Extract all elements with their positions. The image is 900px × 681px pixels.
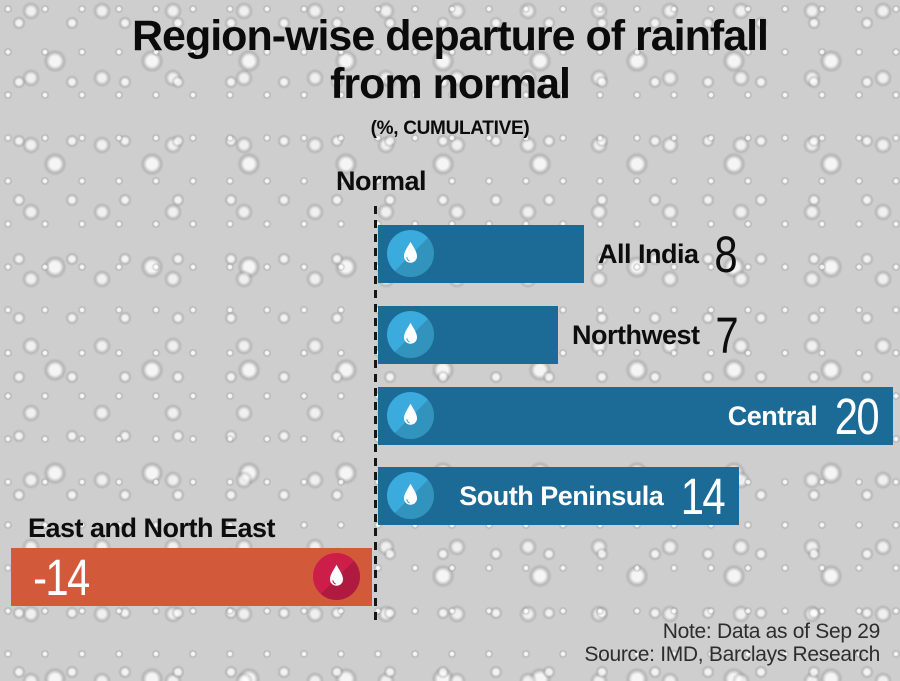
bar-value: 7 xyxy=(714,306,738,364)
bar-label: South Peninsula xyxy=(459,480,664,511)
note-text: Note: Data as of Sep 29 xyxy=(662,620,881,643)
bar: Central 20 xyxy=(378,387,893,445)
bar-label: Northwest xyxy=(572,319,700,350)
bar-value: 8 xyxy=(713,225,737,283)
bar-label: East and North East xyxy=(28,513,276,543)
water-drop-icon xyxy=(387,472,434,519)
water-drop-icon xyxy=(387,392,434,439)
water-drop-icon xyxy=(313,553,360,600)
water-drop-icon xyxy=(387,230,434,277)
bar-outside-label: Northwest 7 xyxy=(572,306,739,364)
water-drop-icon xyxy=(387,311,434,358)
bar xyxy=(378,225,584,283)
baseline-label: Normal xyxy=(336,166,427,196)
source-text: Source: IMD, Barclays Research xyxy=(584,643,880,667)
chart-subtitle: (%, CUMULATIVE) xyxy=(370,118,530,139)
title-line-2: from normal xyxy=(330,60,571,109)
bar-row: All India 8 xyxy=(0,225,900,283)
bar-row: East and North East -14 xyxy=(0,513,900,606)
bar xyxy=(378,306,558,364)
bar-row: South Peninsula 14 xyxy=(0,467,900,525)
footer: Note: Data as of Sep 29 Source: IMD, Bar… xyxy=(584,620,880,666)
normal-baseline-dashed-line xyxy=(374,206,377,623)
title-line-1: Region-wise departure of rainfall xyxy=(132,12,769,60)
bar: -14 xyxy=(11,548,372,606)
bar-value: -14 xyxy=(33,548,90,606)
bar-value: 20 xyxy=(835,387,880,445)
bar-label: Central xyxy=(727,400,818,431)
page-title: Region-wise departure of rainfall from n… xyxy=(0,12,900,108)
bar-outside-label: All India 8 xyxy=(598,225,738,283)
bar-row: Northwest 7 xyxy=(0,306,900,364)
bar-value: 14 xyxy=(681,467,726,525)
bar-label: All India xyxy=(598,238,699,269)
bar: South Peninsula 14 xyxy=(378,467,739,525)
bar-row: Central 20 xyxy=(0,387,900,445)
